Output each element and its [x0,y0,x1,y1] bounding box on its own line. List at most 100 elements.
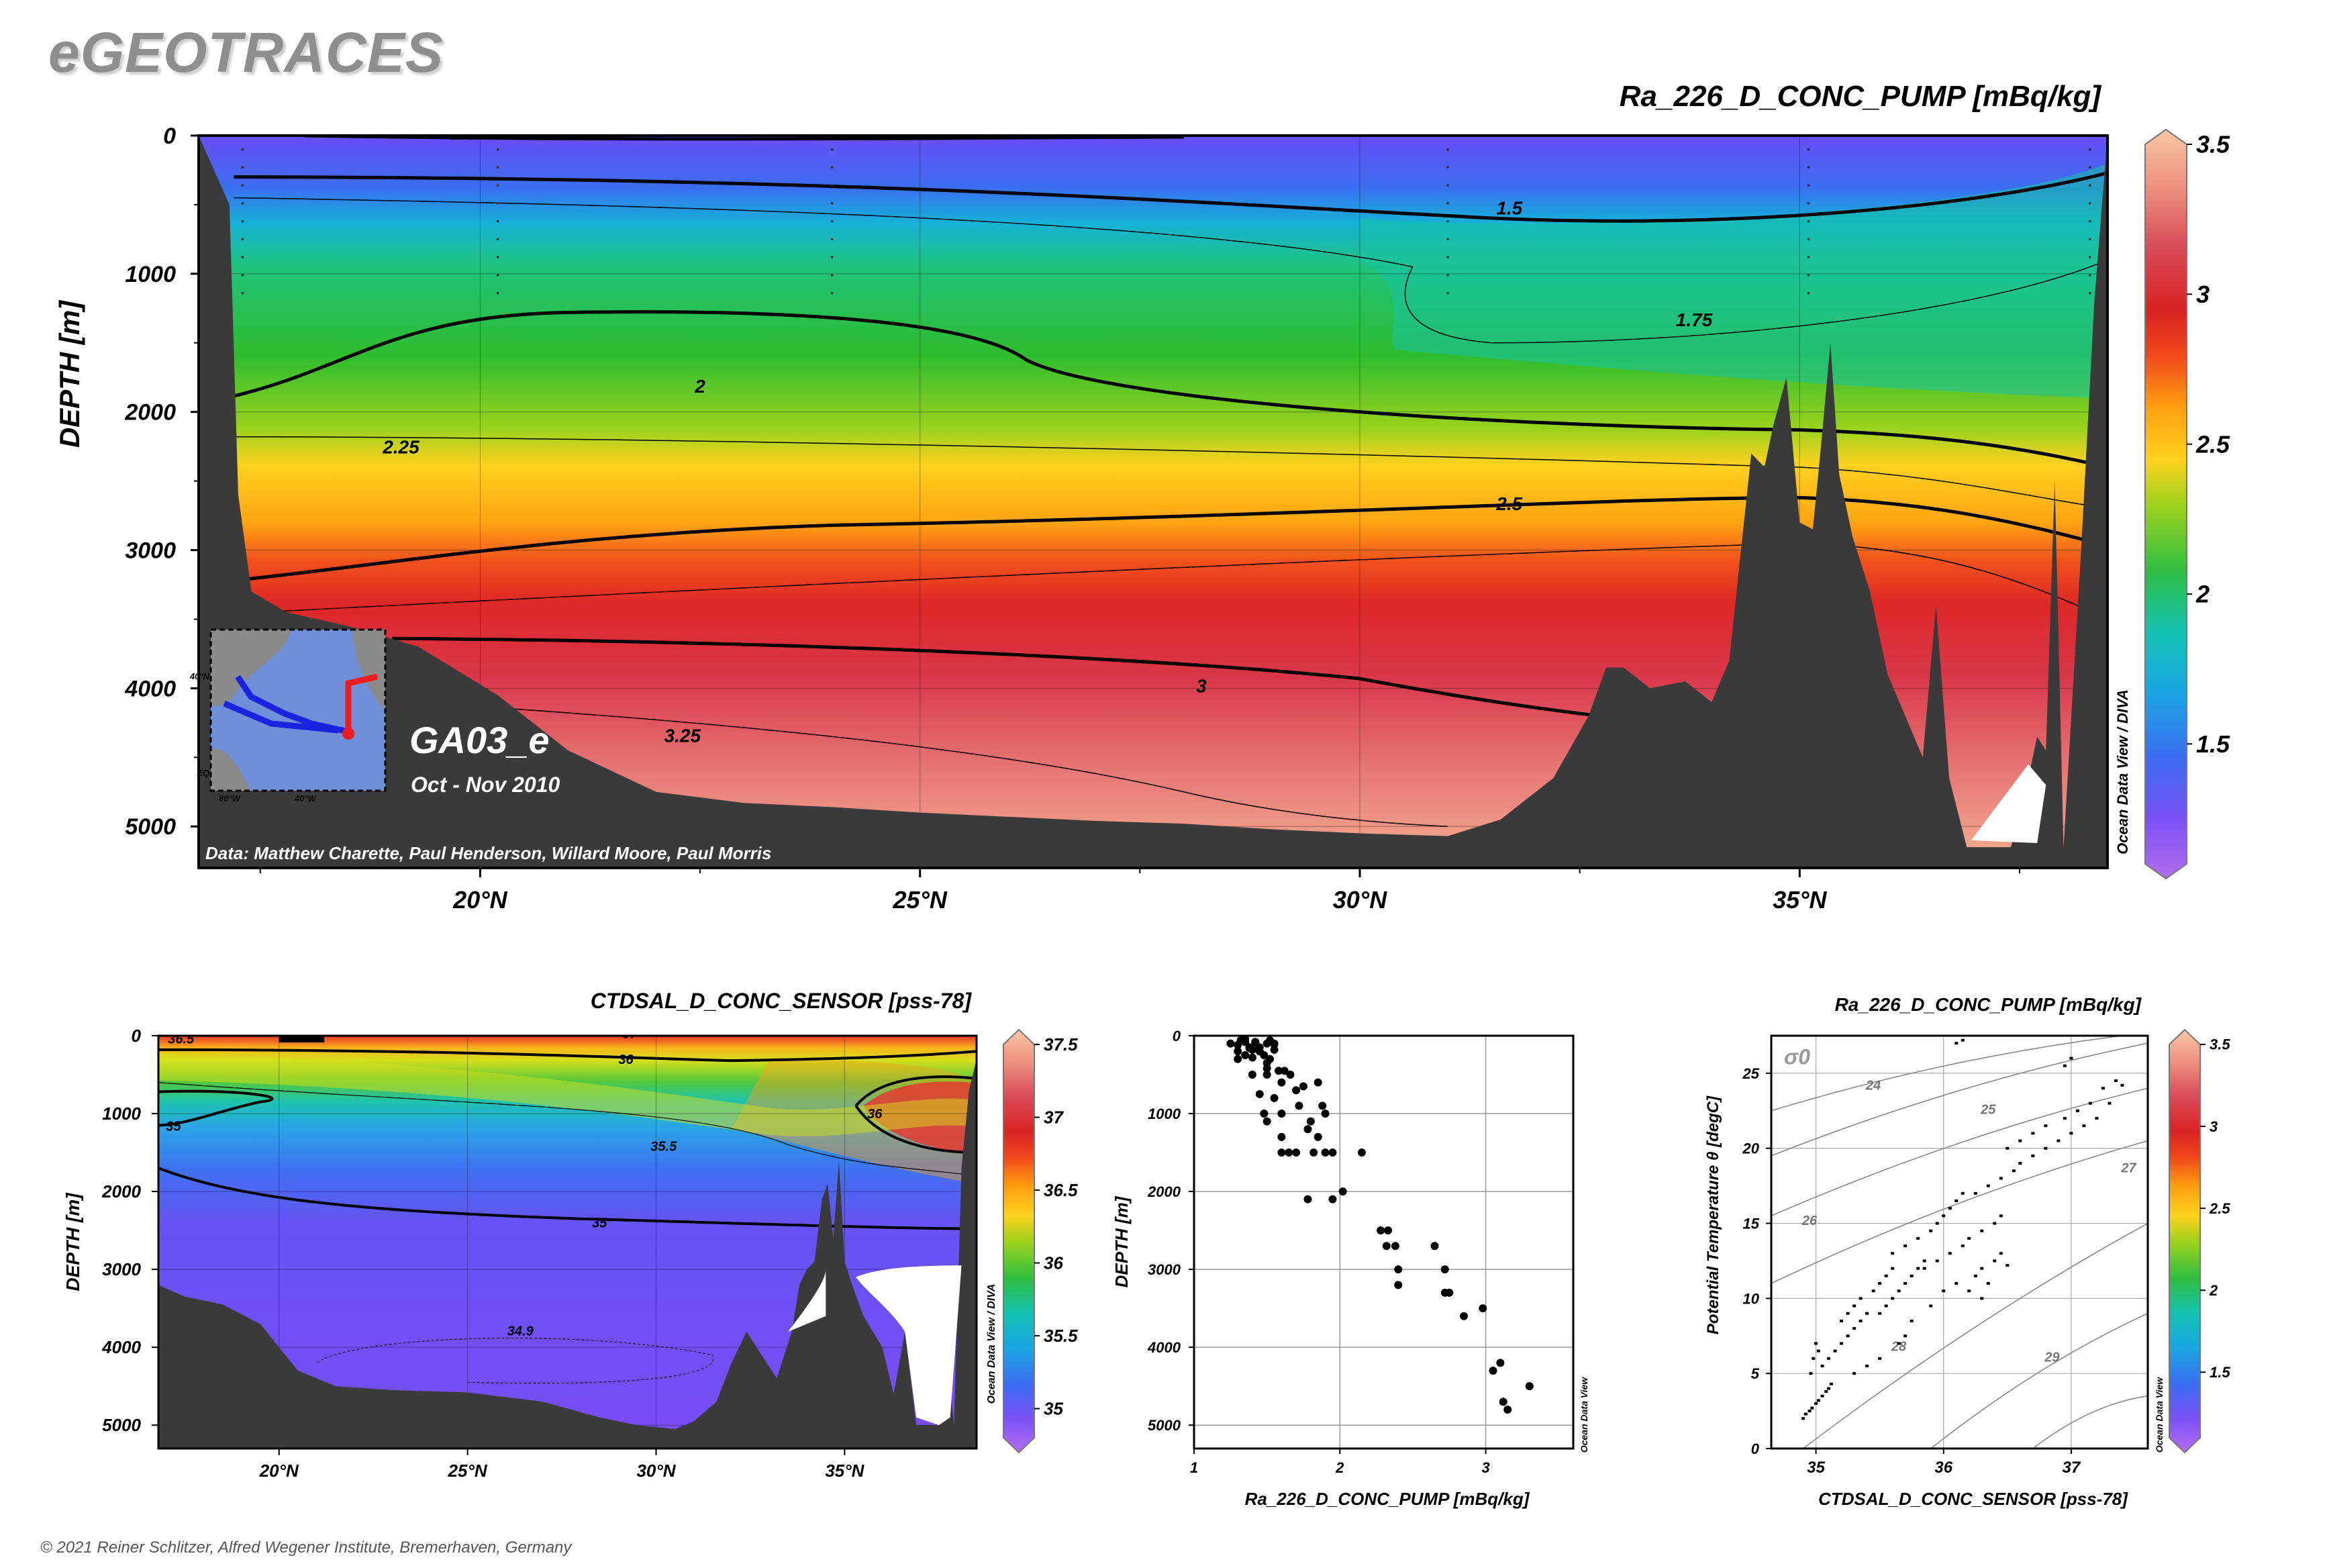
contour-label: 3.25 [664,726,701,746]
station-sample [1446,148,1449,151]
data-point [1384,1226,1393,1235]
data-point [1809,1372,1813,1375]
isopycnal-line [2032,1395,2148,1449]
data-point [1973,1274,1977,1277]
data-point [1827,1357,1831,1360]
inset-lat-label: EQ [197,768,209,778]
contour-35-shallow [158,1089,274,1127]
data-point [1993,1259,1997,1263]
salinity-ylabel: DEPTH [m] [62,1192,83,1291]
y-tick-label: 0 [163,124,176,149]
x-tick-label: 35 [1807,1459,1825,1477]
data-point [1824,1390,1828,1393]
data-point [1321,1148,1330,1157]
data-point [1878,1282,1882,1285]
inset-lat-label: 40°N [189,671,210,681]
data-point [1808,1410,1812,1413]
main-section-title: Ra_226_D_CONC_PUMP [mBq/kg] [1620,80,2102,113]
inset-land-europe [352,630,385,710]
contour-label: 1.5 [1496,197,1522,218]
data-point [1309,1148,1318,1157]
contour-label: 35 [592,1216,607,1230]
y-tick-label: 10 [1743,1290,1760,1307]
station-sample [241,219,244,223]
station-sample [830,148,834,151]
data-point [1270,1093,1279,1102]
data-point [1878,1357,1882,1360]
station-sample [1446,219,1449,223]
data-point [2069,1057,2073,1060]
odv-watermark: Ocean Data View / DIVA [986,1284,997,1404]
data-point [1948,1252,1952,1255]
data-point [1262,1064,1271,1073]
data-point [2114,1079,2118,1083]
station-sample [1446,166,1449,169]
data-point [1980,1267,1984,1270]
data-point [2044,1124,2048,1128]
station-sample [2088,238,2091,241]
data-point [1999,1214,2003,1218]
x-tick-label: 20°N [452,886,507,914]
station-sample [241,166,244,169]
contour-36 [158,1048,977,1063]
no-data-gap-2 [856,1265,962,1426]
station-sample [2088,291,2091,295]
data-point [1318,1101,1327,1110]
contour-label: 37 [291,1026,306,1041]
data-point [1922,1259,1926,1263]
station-sample [1446,256,1449,258]
data-point [1961,1244,1965,1248]
data-point [1440,1265,1449,1274]
data-point [1954,1199,1959,1202]
copyright-notice: © 2021 Reiner Schlitzer, Alfred Wegener … [40,1538,572,1557]
data-point [2012,1169,2016,1173]
data-point [1929,1304,1933,1308]
data-credit: Data: Matthew Charette, Paul Henderson, … [205,843,771,863]
inset-land-south-america [211,749,251,791]
data-point [1942,1214,1946,1218]
station-sample [241,274,244,277]
data-point [1277,1078,1286,1087]
data-point [2088,1101,2092,1105]
data-point [1820,1365,1824,1367]
station-sample [1446,184,1449,187]
y-tick-label: 5000 [102,1415,141,1435]
data-point [1430,1242,1439,1251]
data-point [2006,1264,2010,1267]
y-tick-label: 2000 [101,1181,141,1202]
no-data-gap [1971,764,2046,843]
data-point [1852,1372,1856,1375]
contour-label: 3 [1196,676,1207,697]
colorbar-tick-label: 3 [2196,281,2210,308]
station-sample [1807,291,1810,295]
y-tick-label: 1000 [102,1104,141,1124]
profile-frame [1193,1034,1575,1450]
data-point [2063,1117,2067,1120]
data-point [1942,1289,1946,1293]
colorbar-tick-label: 35.5 [1044,1326,1078,1346]
contour-2-75 [260,542,2108,620]
data-point [1910,1274,1914,1277]
colorbar-tick-label: 2 [2195,581,2210,608]
data-point [1810,1406,1814,1410]
data-point [1241,1038,1250,1046]
contour-34-9 [316,1337,714,1384]
data-point [1816,1399,1820,1402]
data-point [1884,1274,1888,1277]
main-section-ylabel: DEPTH [m] [54,299,85,448]
profile-ylabel: DEPTH [m] [1111,1195,1132,1287]
data-point [1382,1242,1391,1251]
data-point [1503,1405,1512,1414]
inset-lon-label: 40°W [294,793,317,803]
data-point [1903,1244,1908,1248]
contour-2-25 [234,436,2108,509]
station-sample [830,274,834,277]
y-tick-label: 2000 [1147,1183,1181,1200]
profile-bg [1194,1036,1573,1449]
ts-colorbar: 1.5 2 2.5 3 3.5 [2169,1028,2230,1454]
y-tick-label: 15 [1743,1216,1760,1232]
data-point [1394,1265,1403,1274]
data-point [1820,1394,1824,1398]
x-tick-label: 35°N [1773,886,1827,914]
station-sample [830,219,834,223]
